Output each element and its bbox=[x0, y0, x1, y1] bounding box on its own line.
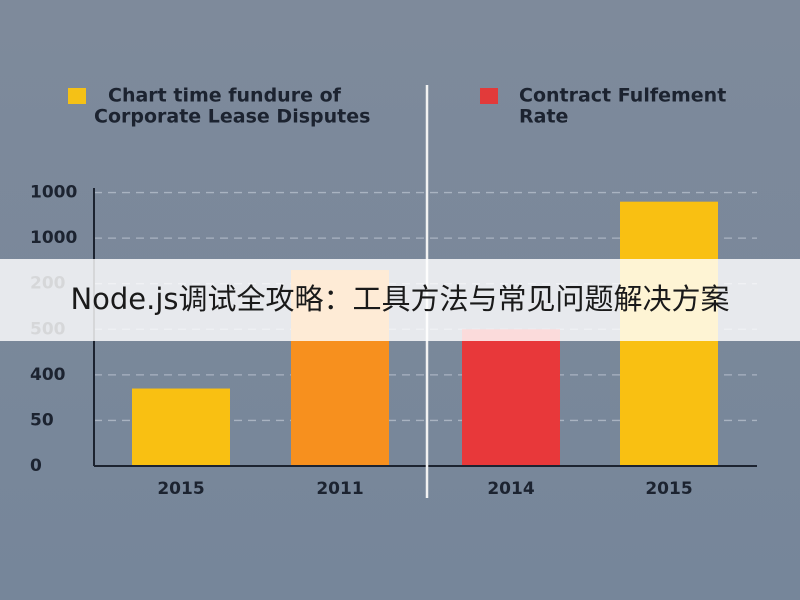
y-tick-label: 0 bbox=[30, 456, 42, 476]
legend-label: Chart time fundure of bbox=[108, 85, 342, 107]
x-tick-label: 2015 bbox=[157, 479, 204, 499]
x-tick-label: 2015 bbox=[645, 479, 692, 499]
x-tick-label: 2014 bbox=[487, 479, 534, 499]
bar bbox=[462, 329, 560, 466]
banner-text: Node.js调试全攻略：工具方法与常见问题解决方案 bbox=[70, 282, 729, 316]
y-tick-label: 1000 bbox=[30, 183, 77, 203]
bar bbox=[132, 388, 230, 466]
banner bbox=[0, 259, 800, 341]
legend-swatch bbox=[68, 88, 86, 104]
y-tick-label: 400 bbox=[30, 365, 66, 385]
x-tick-label: 2011 bbox=[316, 479, 363, 499]
legend-label: Corporate Lease Disputes bbox=[94, 106, 370, 128]
legend-label: Rate bbox=[519, 106, 568, 128]
legend-swatch bbox=[480, 88, 498, 104]
y-tick-label: 1000 bbox=[30, 228, 77, 248]
legend-label: Contract Fulfement bbox=[519, 85, 726, 107]
y-tick-label: 50 bbox=[30, 410, 54, 430]
